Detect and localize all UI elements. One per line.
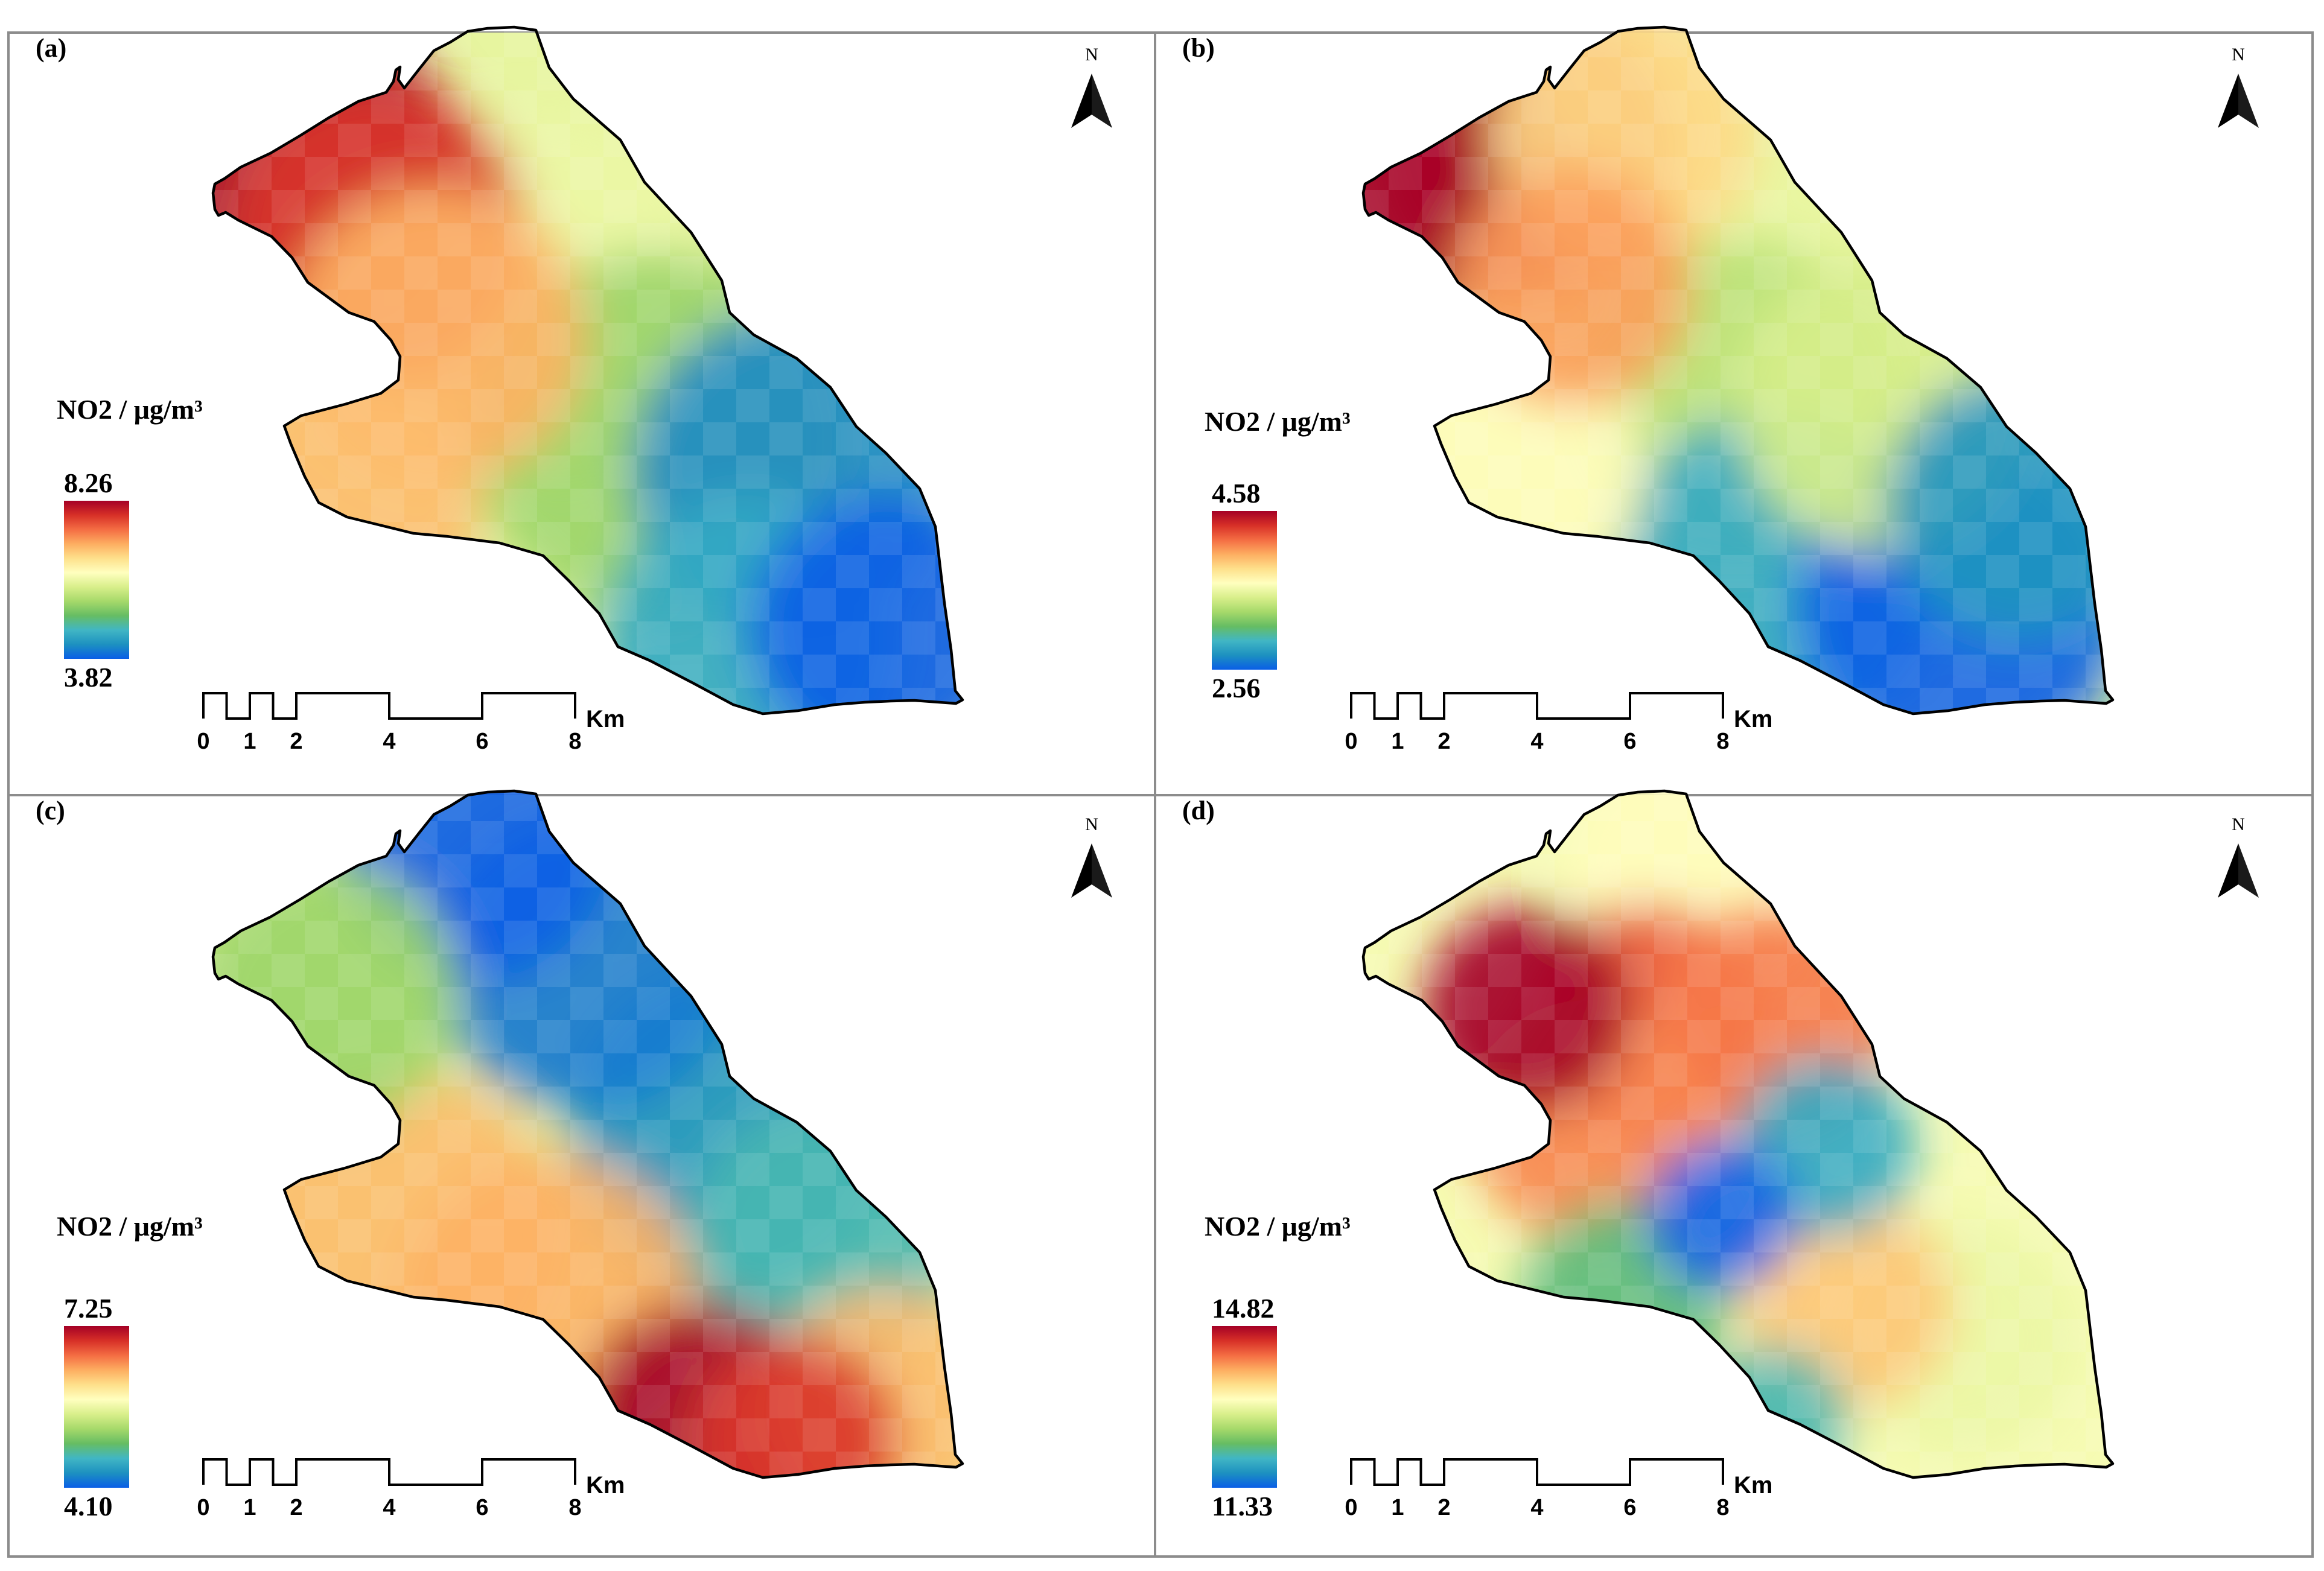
- legend-max-value: 7.25: [64, 1293, 113, 1324]
- scale-bar-line: [202, 1458, 576, 1486]
- legend-min-value: 4.10: [64, 1491, 113, 1522]
- scale-bar: 0 1 2 4 6 8Km: [197, 692, 625, 754]
- legend-title: NO2 / μg/m³: [57, 1211, 203, 1242]
- map-panel: (c) N NO2 / μg/m³ 7.25 4.10 0 1 2 4 6 8Km: [7, 789, 1156, 1558]
- panel-label: (d): [1182, 796, 1215, 825]
- north-arrow-label: N: [1085, 45, 1098, 65]
- north-arrow-label: N: [2232, 814, 2245, 834]
- legend-min-value: 2.56: [1212, 673, 1261, 703]
- legend-title: NO2 / μg/m³: [57, 394, 203, 425]
- legend-max-value: 4.58: [1212, 478, 1261, 509]
- legend-max-value: 8.26: [64, 468, 113, 498]
- scale-bar-tick-label: 1: [243, 729, 256, 754]
- map-panel: (d) N NO2 / μg/m³ 14.82 11.33 0 1 2 4 6 8Km: [1154, 789, 2314, 1558]
- district-boundary: [1361, 25, 2115, 716]
- map-panel: (b) N NO2 / μg/m³ 4.58 2.56 0 1 2 4 6 8Km: [1154, 25, 2314, 796]
- legend-title: NO2 / μg/m³: [1205, 406, 1351, 437]
- concentration-hotspot: [690, 1337, 900, 1477]
- scale-bar-tick-label: 4: [383, 729, 395, 754]
- scale-bar-tick-label: 1: [1391, 729, 1404, 754]
- scale-bar-tick-label: 8: [568, 1495, 581, 1520]
- panel-label: (b): [1182, 33, 1215, 63]
- concentration-hotspot: [1646, 1140, 1796, 1290]
- north-arrow-icon: [1071, 843, 1112, 898]
- scale-bar-tick-label: 2: [1437, 729, 1450, 754]
- scale-bar-tick-label: 2: [290, 729, 302, 754]
- legend-color-ramp: [1212, 1326, 1277, 1488]
- legend-color-ramp: [1212, 511, 1277, 670]
- scale-bar-tick-label: 6: [476, 729, 488, 754]
- scale-bar-tick-label: 1: [243, 1495, 256, 1520]
- map-panel: (a) N NO2 / μg/m³ 8.26 3.82 0 1 2 4 6 8Km: [7, 25, 1156, 796]
- panel-label: (a): [36, 33, 66, 63]
- scale-bar-line: [1350, 692, 1724, 720]
- district-boundary: [1361, 789, 2115, 1479]
- legend-color-ramp: [64, 501, 129, 659]
- scale-bar-tick-label: 4: [1530, 729, 1543, 754]
- legend-color-ramp: [64, 1326, 129, 1488]
- scale-bar-tick-label: 8: [568, 729, 581, 754]
- scale-bar-tick-label: 0: [197, 1495, 209, 1520]
- scale-bar: 0 1 2 4 6 8Km: [1345, 1458, 1772, 1520]
- legend-min-value: 3.82: [64, 662, 113, 693]
- scale-bar-tick-label: 2: [290, 1495, 302, 1520]
- scale-bar-line: [1350, 1458, 1724, 1486]
- scale-bar-unit: Km: [1734, 706, 1772, 732]
- scale-bar-tick-label: 6: [1623, 729, 1636, 754]
- district-boundary: [211, 789, 964, 1479]
- north-arrow-label: N: [2232, 45, 2245, 65]
- scale-bar: 0 1 2 4 6 8Km: [197, 1458, 625, 1520]
- north-arrow-icon: [2218, 843, 2259, 898]
- scale-bar: 0 1 2 4 6 8Km: [1345, 692, 1772, 754]
- scale-bar-tick-label: 6: [1623, 1495, 1636, 1520]
- scale-bar-tick-label: 0: [197, 729, 209, 754]
- scale-bar-tick-label: 0: [1345, 729, 1357, 754]
- scale-bar-unit: Km: [586, 1472, 625, 1499]
- scale-bar-tick-label: 4: [383, 1495, 395, 1520]
- scale-bar-tick-label: 8: [1716, 729, 1729, 754]
- scale-bar-unit: Km: [1734, 1472, 1772, 1499]
- north-arrow-icon: [2218, 74, 2259, 128]
- panel-label: (c): [36, 796, 65, 825]
- scale-bar-tick-label: 2: [1437, 1495, 1450, 1520]
- legend-title: NO2 / μg/m³: [1205, 1211, 1351, 1242]
- north-arrow-icon: [1071, 74, 1112, 128]
- district-boundary: [211, 25, 964, 716]
- scale-bar-unit: Km: [586, 706, 625, 732]
- scale-bar-tick-label: 6: [476, 1495, 488, 1520]
- north-arrow-label: N: [1085, 814, 1098, 834]
- legend-min-value: 11.33: [1212, 1491, 1273, 1522]
- scale-bar-line: [202, 692, 576, 720]
- scale-bar-tick-label: 8: [1716, 1495, 1729, 1520]
- legend-max-value: 14.82: [1212, 1293, 1275, 1324]
- scale-bar-tick-label: 1: [1391, 1495, 1404, 1520]
- scale-bar-tick-label: 0: [1345, 1495, 1357, 1520]
- scale-bar-tick-label: 4: [1530, 1495, 1543, 1520]
